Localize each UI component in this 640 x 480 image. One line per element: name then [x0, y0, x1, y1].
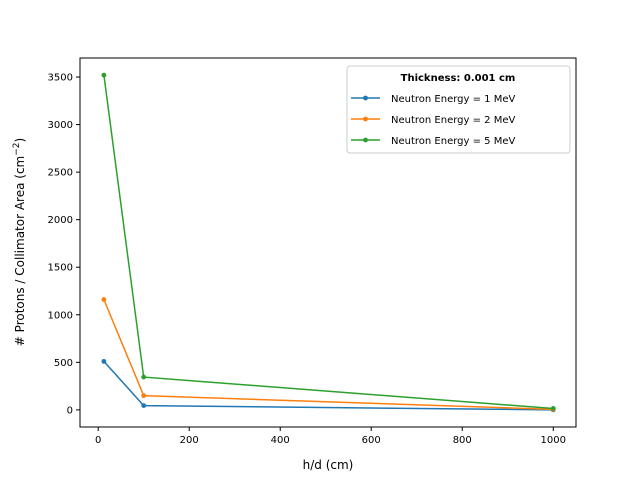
- legend-label-3: Neutron Energy = 5 MeV: [391, 136, 515, 147]
- data-point-3: [101, 72, 107, 78]
- y-tick-label: 3500: [48, 73, 73, 84]
- x-tick-label: 400: [271, 435, 290, 446]
- legend-entries: Neutron Energy = 1 MeV Neutron Energy = 2…: [351, 94, 515, 147]
- legend: Thickness: 0.001 cm Neutron Energy = 1 M…: [346, 65, 571, 154]
- legend-marker-3: [363, 137, 368, 143]
- data-point-1: [141, 403, 147, 409]
- x-tick-label: 200: [180, 435, 199, 446]
- data-point-2: [141, 393, 147, 399]
- y-tick-label: 1000: [48, 310, 73, 321]
- y-tick-label: 500: [54, 358, 73, 369]
- y-tick-label: 2500: [48, 168, 73, 179]
- data-point-3: [550, 406, 556, 411]
- data-point-2: [101, 297, 107, 302]
- x-axis-ticks: 0 200 400 600 800 1000: [95, 427, 566, 446]
- legend-box: [346, 65, 571, 154]
- data-point-3: [141, 374, 147, 380]
- series-layer: [101, 72, 556, 413]
- legend-marker-2: [363, 116, 368, 122]
- legend-marker-1: [363, 95, 368, 101]
- plot-area-frame: [79, 57, 577, 428]
- x-tick-label: 800: [453, 435, 472, 446]
- y-tick-label: 1500: [48, 263, 73, 274]
- legend-label-2: Neutron Energy = 2 MeV: [391, 115, 515, 126]
- x-tick-label: 0: [95, 435, 101, 446]
- y-axis-label-main: # Protons / Collimator Area (cm: [13, 156, 27, 346]
- y-axis-label: # Protons / Collimator Area (cm−2): [12, 138, 27, 346]
- y-tick-label: 2000: [48, 215, 73, 226]
- y-axis-label-close: ): [13, 138, 27, 143]
- series-line-2: [103, 299, 554, 411]
- y-axis-ticks: 0 500 1000 1500 2000 2500 3000 3500: [48, 73, 80, 416]
- x-axis-label: h/d (cm): [303, 458, 354, 472]
- y-tick-label: 3000: [48, 120, 73, 131]
- x-tick-label: 1000: [541, 435, 566, 446]
- legend-label-1: Neutron Energy = 1 MeV: [391, 94, 515, 105]
- y-tick-label: 0: [67, 405, 73, 416]
- data-point-1: [101, 358, 107, 364]
- legend-title: Thickness: 0.001 cm: [401, 73, 516, 84]
- x-tick-label: 600: [362, 435, 381, 446]
- y-axis-label-exponent: −2: [12, 142, 22, 155]
